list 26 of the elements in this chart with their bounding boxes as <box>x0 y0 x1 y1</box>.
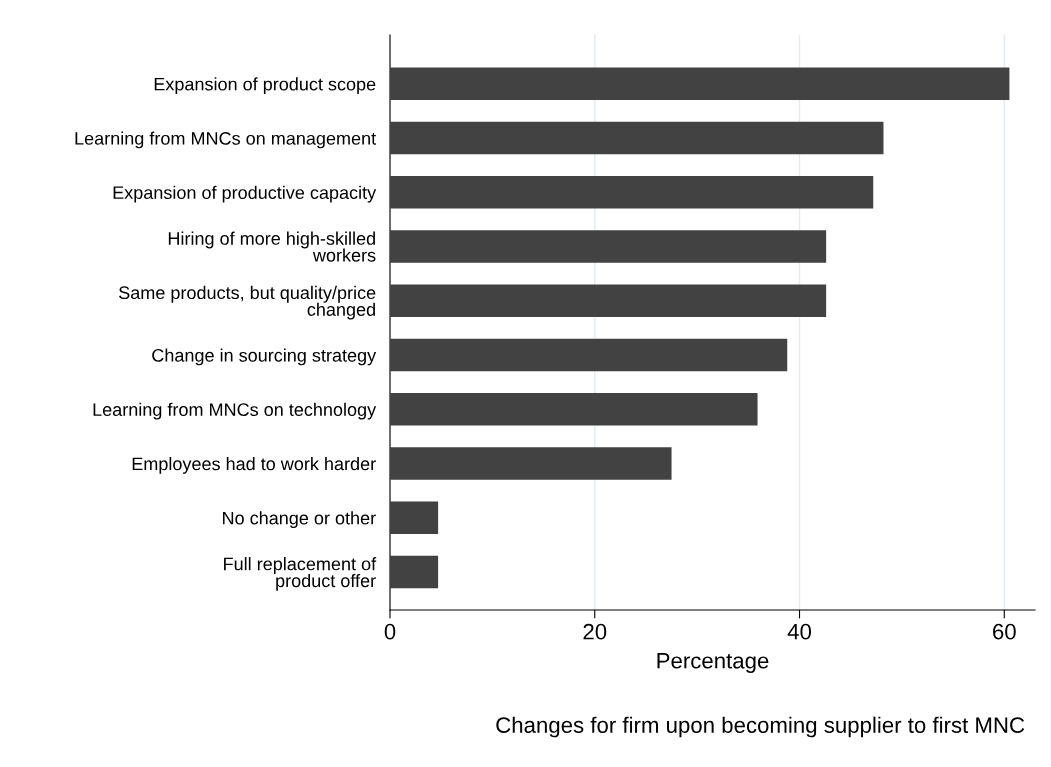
y-tick-label: Learning from MNCs on technology <box>93 402 377 420</box>
bar <box>390 447 672 480</box>
text: Changes for firm upon becoming supplier to first MNC <box>496 716 1025 738</box>
y-tick-label: No change or other <box>223 511 376 529</box>
bar <box>390 284 827 318</box>
x-tick-label: 20 <box>583 623 607 640</box>
bar <box>390 121 884 155</box>
y-tick-label: Full replacement of product offer <box>224 557 377 591</box>
y-tick-label: Learning from MNCs on management <box>75 131 376 149</box>
y-tick-label: Hiring of more high-skilled workers <box>168 231 376 262</box>
x-tick-label: 0 <box>384 623 396 640</box>
x-tick-label: 40 <box>787 623 812 640</box>
bar <box>390 176 874 209</box>
bar <box>390 393 758 426</box>
y-tick-label: Employees had to work harder <box>132 457 376 474</box>
y-tick-label: Same products, but quality/price changed <box>119 285 376 320</box>
bar <box>390 230 827 263</box>
bar <box>390 501 439 535</box>
y-tick-label: Expansion of productive capacity <box>113 185 377 203</box>
x-axis-title: Percentage <box>657 653 769 673</box>
bar <box>390 338 788 372</box>
bar <box>390 67 1010 101</box>
x-tick-label: 60 <box>993 623 1016 640</box>
bar <box>390 555 439 589</box>
y-tick-label: Change in sourcing strategy <box>152 348 377 366</box>
y-tick-label: Expansion of product scope <box>154 77 376 95</box>
